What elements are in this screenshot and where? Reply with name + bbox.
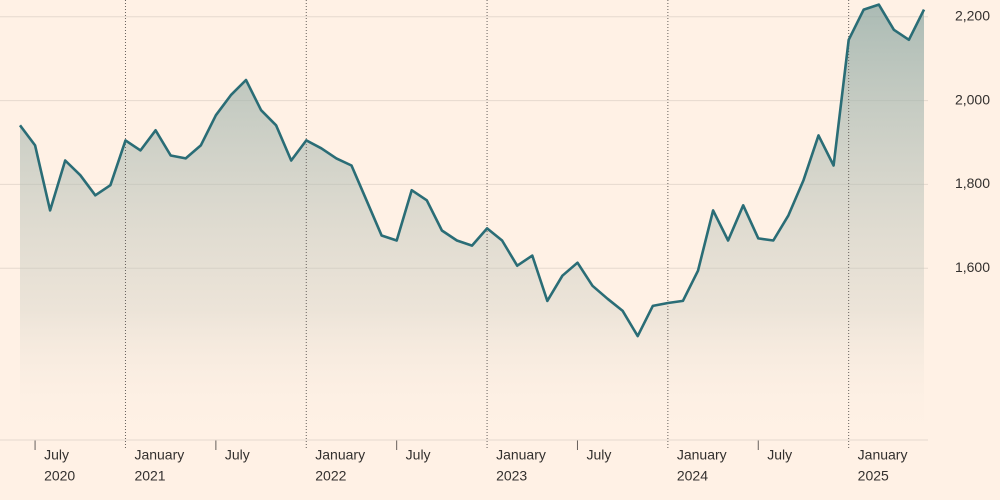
area xyxy=(20,4,924,440)
x-tick-year: 2020 xyxy=(44,468,75,484)
y-tick-label: 2,200 xyxy=(955,7,990,23)
x-tick-year: 2025 xyxy=(858,468,889,484)
x-tick-label: January xyxy=(858,447,908,463)
x-tick-label: January xyxy=(315,447,365,463)
x-tick-label: July xyxy=(44,447,69,463)
x-tick-label: January xyxy=(677,447,727,463)
x-tick-year: 2022 xyxy=(315,468,346,484)
x-tick-label: January xyxy=(496,447,546,463)
x-tick-label: July xyxy=(406,447,431,463)
y-tick-label: 1,800 xyxy=(955,175,990,191)
x-tick-label: January xyxy=(134,447,184,463)
x-tick-label: July xyxy=(225,447,250,463)
x-tick-label: July xyxy=(767,447,792,463)
x-tick-year: 2023 xyxy=(496,468,527,484)
x-tick-year: 2021 xyxy=(134,468,165,484)
line xyxy=(18,3,926,338)
y-tick-label: 2,000 xyxy=(955,91,990,107)
x-tick-label: July xyxy=(586,447,611,463)
y-tick-label: 1,600 xyxy=(955,259,990,275)
x-tick-year: 2024 xyxy=(677,468,708,484)
